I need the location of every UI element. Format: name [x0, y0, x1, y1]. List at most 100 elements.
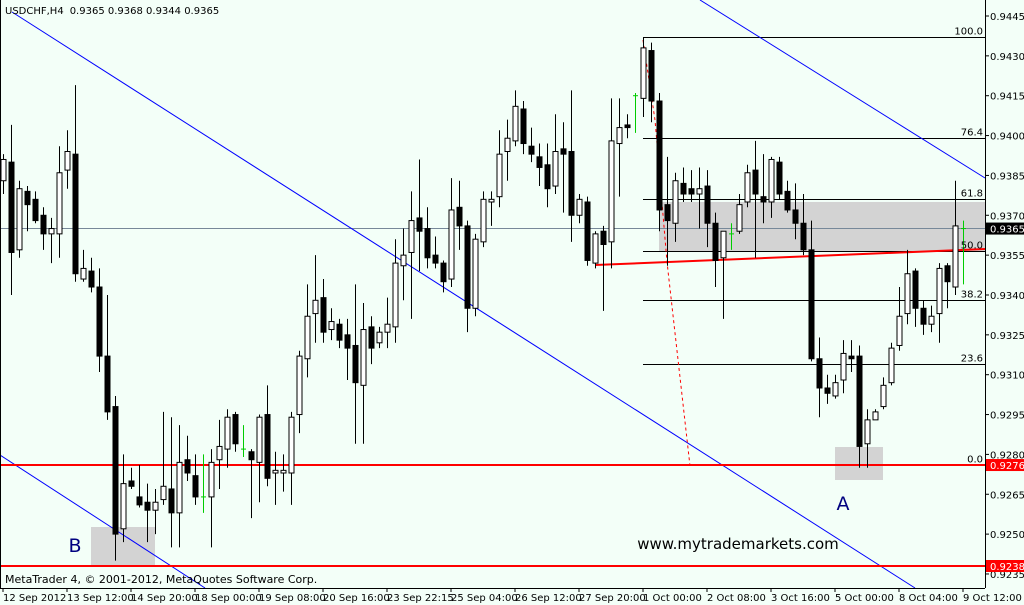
- candle: [336, 318, 343, 349]
- candle: [544, 143, 551, 208]
- candle-body-bear: [752, 169, 759, 195]
- fib-level-label: 76.4: [961, 128, 983, 139]
- candle-body-bear: [776, 161, 783, 195]
- candle: [168, 417, 175, 548]
- price-tick-label: 0.9370: [990, 211, 1024, 222]
- candle-body-bear: [760, 196, 767, 203]
- candle-body-bear: [136, 496, 143, 506]
- candle-body-bull: [176, 461, 183, 514]
- candle-body-bear: [520, 108, 527, 145]
- candle: [784, 180, 791, 213]
- candle: [696, 167, 703, 229]
- candle-body-bull: [376, 331, 383, 344]
- time-tick-label: 23 Sep 22:15: [387, 593, 454, 604]
- candle-body-bear: [72, 153, 79, 275]
- candle-body-bear: [440, 262, 447, 283]
- candle-body-bear: [424, 228, 431, 259]
- candle: [640, 37, 647, 117]
- candle: [729, 223, 734, 250]
- candle-body-bull: [880, 384, 887, 408]
- candle: [432, 236, 439, 269]
- current-price-badge-bg: [986, 222, 1024, 235]
- price-tick-label: 0.9340: [990, 291, 1024, 302]
- candle-body-bull: [696, 188, 703, 195]
- candle: [456, 180, 463, 250]
- candle: [376, 326, 383, 349]
- candle-body-bull: [640, 47, 647, 99]
- candle: [72, 85, 79, 282]
- candle: [552, 114, 559, 195]
- candle-body-bear: [264, 414, 271, 479]
- candle: [800, 194, 807, 256]
- candle: [448, 178, 455, 288]
- candle-body-bull: [272, 469, 279, 474]
- fib-level-label: 38.2: [961, 290, 983, 301]
- candle: [944, 263, 951, 309]
- fib-level-label: 23.6: [961, 354, 983, 365]
- candle-body-bear: [128, 480, 135, 487]
- candle: [624, 114, 631, 139]
- candle-body-bear: [432, 254, 439, 264]
- candle: [384, 297, 391, 349]
- candle-body-bear: [336, 323, 343, 341]
- candle-body-bull: [576, 198, 583, 216]
- candle-body-bear: [144, 501, 151, 511]
- candle-body-bull: [896, 315, 903, 346]
- candle: [792, 183, 799, 240]
- candle: [360, 302, 367, 444]
- fib-level-label: 50.0: [961, 241, 983, 252]
- candle-body-bull: [56, 172, 63, 235]
- time-tick-label: 19 Sep 08:00: [259, 593, 326, 604]
- candle-body-bear: [656, 100, 663, 211]
- candle: [344, 318, 351, 381]
- candle-body-bear: [544, 164, 551, 190]
- candle: [528, 127, 535, 163]
- candle: [136, 465, 143, 508]
- candle-body-bull: [512, 105, 519, 142]
- candle: [560, 122, 567, 213]
- price-tick-label: 0.9250: [990, 530, 1024, 541]
- candle: [24, 186, 31, 232]
- candle: [664, 156, 671, 266]
- candle-body-bear: [40, 214, 47, 235]
- candle: [296, 350, 303, 434]
- candle: [752, 140, 759, 258]
- candle-body-bear: [688, 188, 695, 195]
- price-tick-label: 0.9265: [990, 490, 1024, 501]
- candle-body-bear: [944, 265, 951, 283]
- candle: [504, 119, 511, 181]
- candle: [192, 454, 199, 505]
- candle-body-bull: [872, 411, 879, 421]
- price-tick-label: 0.9400: [990, 132, 1024, 143]
- candle-body-bear: [184, 459, 191, 474]
- candle: [816, 337, 823, 418]
- candle-body-bear: [920, 307, 927, 325]
- fib-level-label: 100.0: [954, 27, 983, 38]
- candle: [488, 191, 495, 226]
- candle: [280, 454, 287, 492]
- candle-body-bull: [552, 151, 559, 187]
- candle-body-bear: [624, 124, 631, 129]
- candle-body-bear: [600, 230, 607, 246]
- candle-body-bear: [352, 344, 359, 384]
- candle: [232, 411, 239, 452]
- time-tick-label: 27 Sep 20:00: [579, 593, 646, 604]
- support-price-badge-bg: [986, 459, 1024, 472]
- candle-body-bull: [80, 267, 87, 280]
- candle-body-bull: [504, 137, 511, 153]
- candle-body-bull: [296, 355, 303, 416]
- candle-body-bear: [24, 190, 31, 206]
- candle-body-bull: [384, 323, 391, 333]
- candle-body-bull: [304, 315, 311, 360]
- candle: [184, 435, 191, 481]
- candle: [904, 249, 911, 325]
- candle-body-bear: [648, 50, 655, 102]
- trendline-parallel: [699, 0, 986, 179]
- candle-body-bull: [608, 140, 615, 243]
- candle-body-bull: [488, 198, 495, 203]
- candle: [368, 316, 375, 365]
- price-tick-label: 0.9385: [990, 171, 1024, 182]
- candle: [248, 449, 255, 519]
- candle-body-bull: [224, 416, 231, 450]
